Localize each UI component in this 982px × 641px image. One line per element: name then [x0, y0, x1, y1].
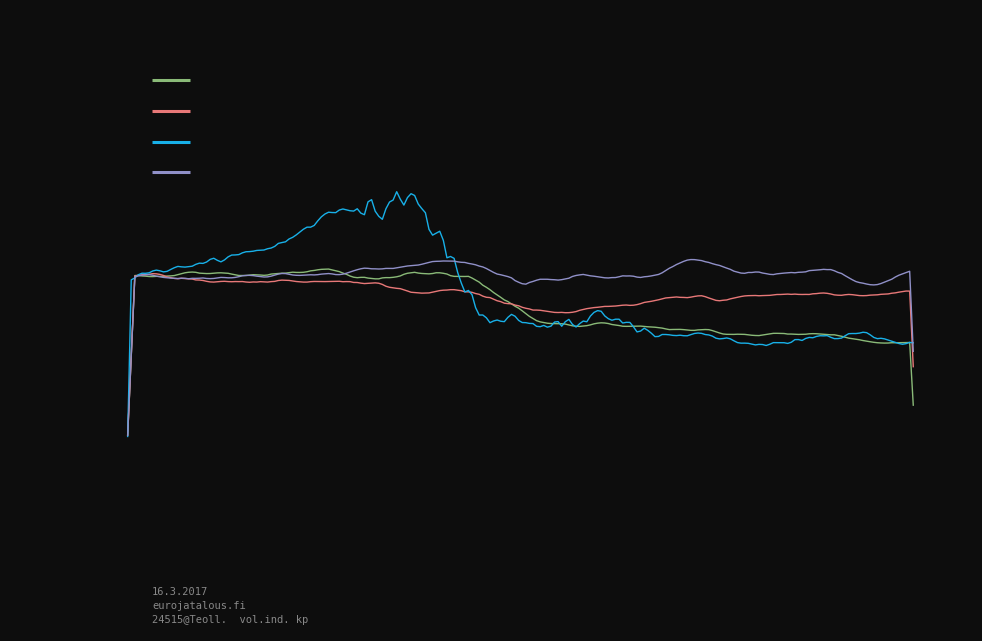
Text: 16.3.2017
eurojatalous.fi
24515@Teoll.  vol.ind. kp: 16.3.2017 eurojatalous.fi 24515@Teoll. v…: [152, 587, 308, 624]
